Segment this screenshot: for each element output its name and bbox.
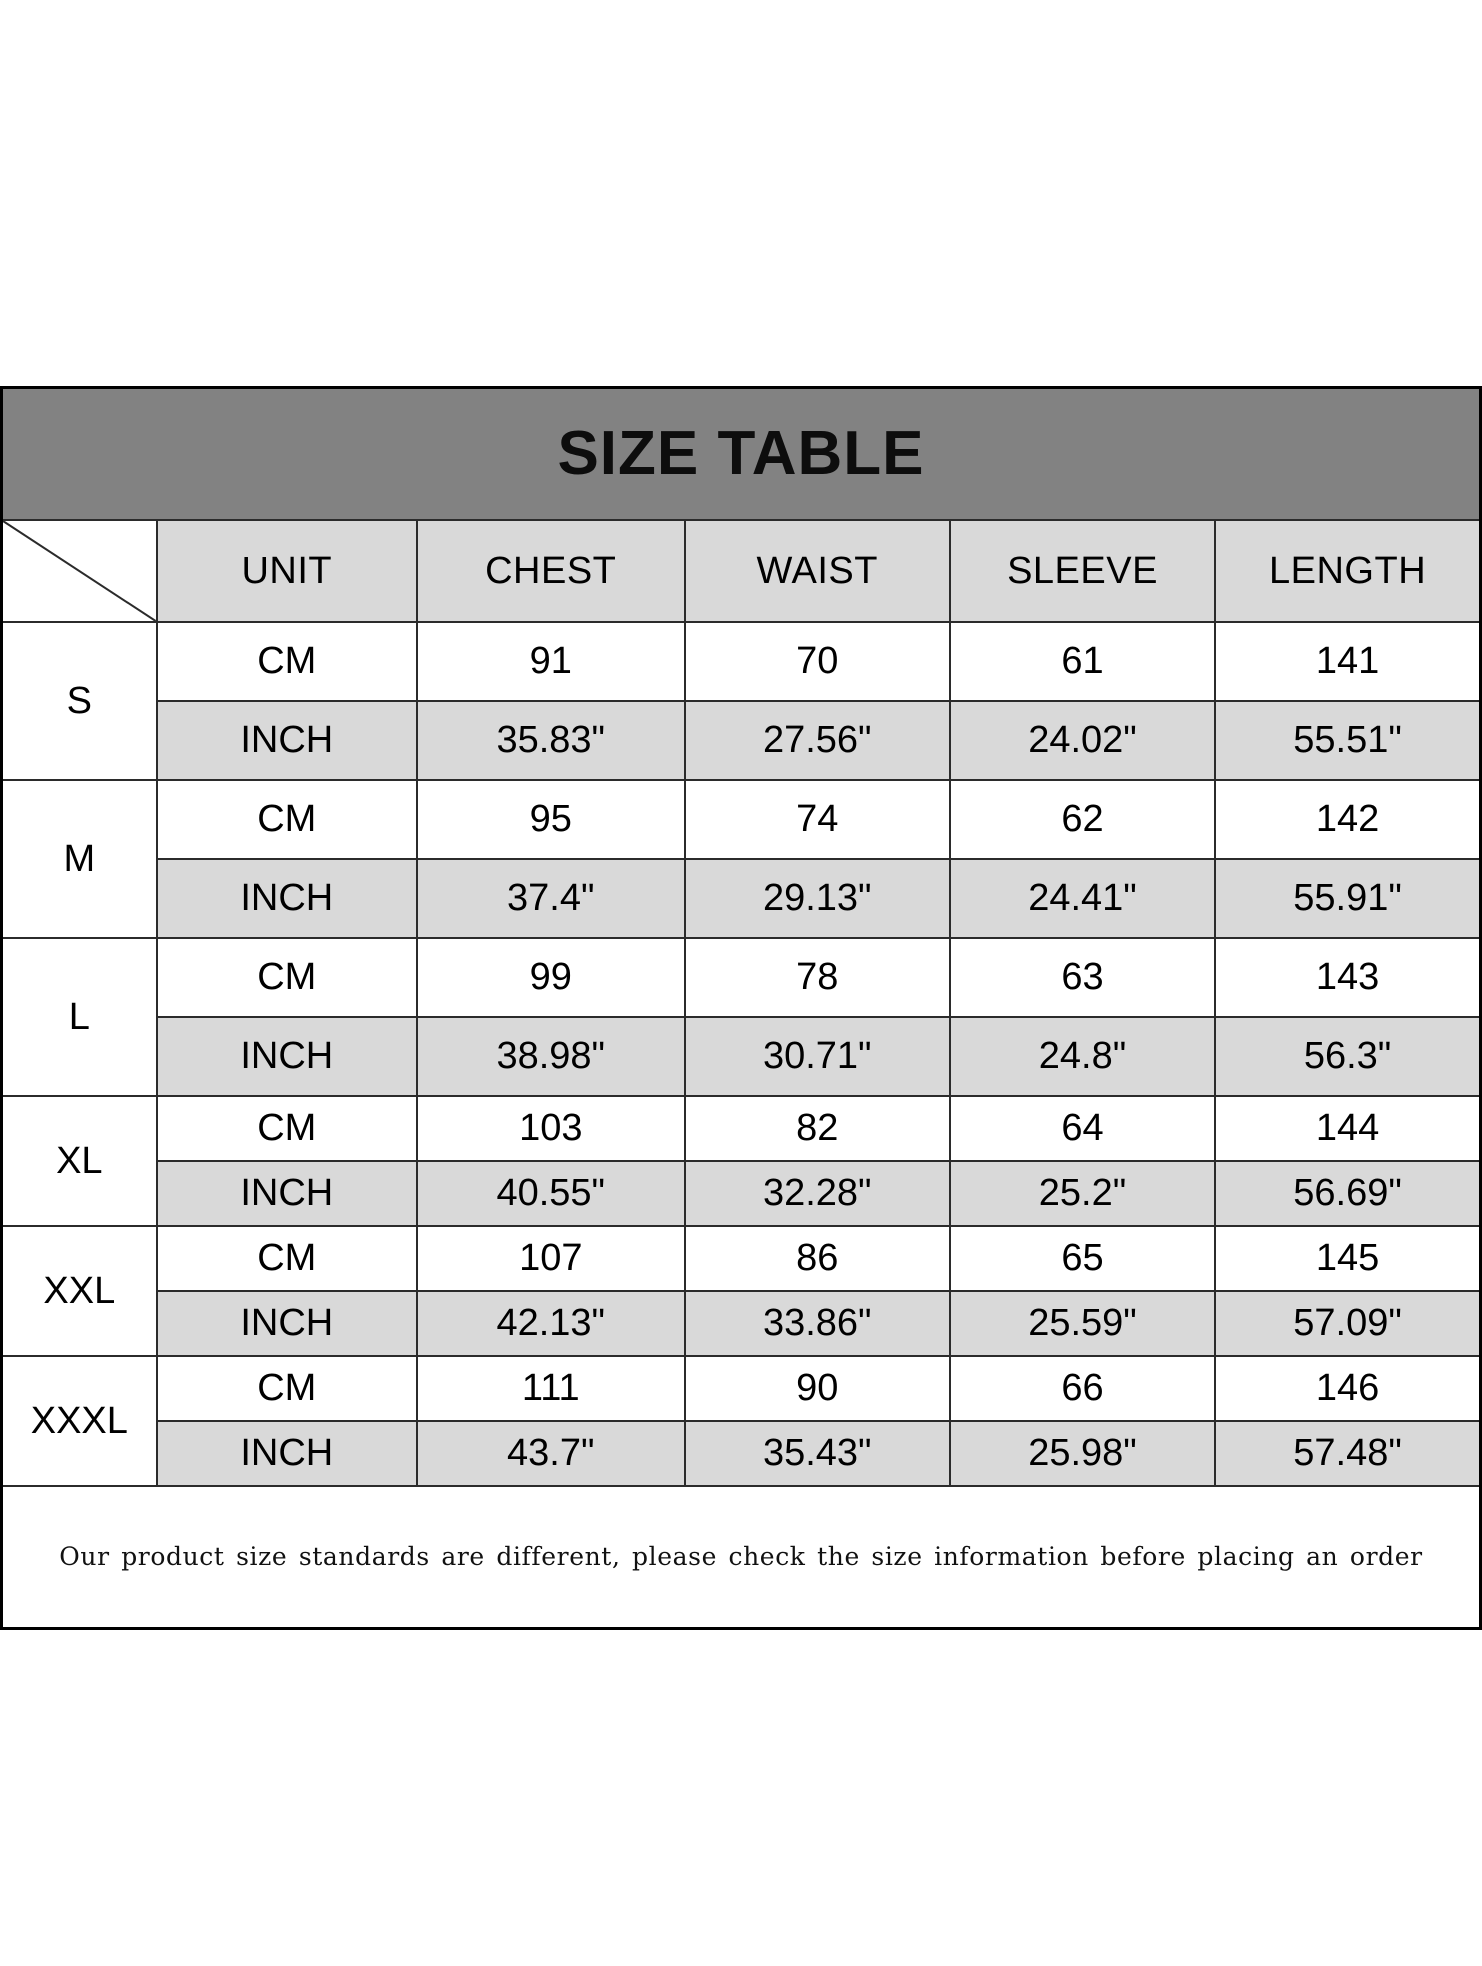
cell-sleeve: 63 <box>948 937 1217 1018</box>
cell-sleeve: 25.2" <box>948 1160 1217 1227</box>
cell-unit: INCH <box>155 1160 418 1227</box>
cell-sleeve: 61 <box>948 621 1217 702</box>
table-row: XXXL CM 111 90 66 146 <box>0 1355 1482 1487</box>
table-row: INCH 42.13" 33.86" 25.59" 57.09" <box>2 1290 1482 1357</box>
cell-length: 141 <box>1214 621 1482 702</box>
cell-chest: 95 <box>415 779 686 860</box>
cell-unit: INCH <box>155 858 418 939</box>
cell-sleeve: 25.59" <box>948 1290 1217 1357</box>
cell-unit: INCH <box>155 1290 418 1357</box>
cell-sleeve: 25.98" <box>948 1420 1217 1487</box>
cell-length: 143 <box>1214 937 1482 1018</box>
cell-sleeve: 65 <box>948 1225 1217 1292</box>
diagonal-slash-icon <box>3 521 156 621</box>
column-header-chest: CHEST <box>415 519 686 623</box>
size-label-xxl: XXL <box>0 1225 158 1357</box>
column-header-waist: WAIST <box>683 519 951 623</box>
table-row: INCH 43.7" 35.43" 25.98" 57.48" <box>2 1420 1482 1487</box>
table-row: INCH 38.98" 30.71" 24.8" 56.3" <box>2 1016 1482 1097</box>
cell-chest: 43.7" <box>415 1420 686 1487</box>
corner-diagonal-cell <box>0 519 158 623</box>
table-row: S CM 91 70 61 141 <box>0 621 1482 781</box>
table-row: XXL CM 107 86 65 145 <box>0 1225 1482 1357</box>
column-header-row: UNIT CHEST WAIST SLEEVE LENGTH <box>0 519 1482 623</box>
cell-length: 57.09" <box>1214 1290 1482 1357</box>
cell-chest: 42.13" <box>415 1290 686 1357</box>
cell-unit: INCH <box>155 700 418 781</box>
cell-length: 56.3" <box>1214 1016 1482 1097</box>
cell-waist: 74 <box>683 779 951 860</box>
cell-chest: 37.4" <box>415 858 686 939</box>
cell-sleeve: 24.41" <box>948 858 1217 939</box>
cell-length: 145 <box>1214 1225 1482 1292</box>
column-header-unit: UNIT <box>155 519 418 623</box>
size-label-m: M <box>0 779 158 939</box>
title-row: SIZE TABLE <box>0 386 1482 521</box>
cell-chest: 103 <box>415 1095 686 1162</box>
size-label-l: L <box>0 937 158 1097</box>
cell-unit: CM <box>155 937 418 1018</box>
cell-waist: 90 <box>683 1355 951 1422</box>
cell-sleeve: 64 <box>948 1095 1217 1162</box>
cell-unit: CM <box>155 1095 418 1162</box>
cell-length: 55.91" <box>1214 858 1482 939</box>
footnote-cell: Our product size standards are different… <box>0 1485 1482 1630</box>
table-row: INCH 37.4" 29.13" 24.41" 55.91" <box>2 858 1482 939</box>
column-header-length: LENGTH <box>1214 519 1482 623</box>
cell-chest: 38.98" <box>415 1016 686 1097</box>
size-label-xxxl: XXXL <box>0 1355 158 1487</box>
cell-length: 146 <box>1214 1355 1482 1422</box>
cell-waist: 33.86" <box>683 1290 951 1357</box>
cell-waist: 27.56" <box>683 700 951 781</box>
cell-waist: 70 <box>683 621 951 702</box>
cell-chest: 111 <box>415 1355 686 1422</box>
cell-length: 144 <box>1214 1095 1482 1162</box>
cell-chest: 99 <box>415 937 686 1018</box>
table-row: INCH 40.55" 32.28" 25.2" 56.69" <box>2 1160 1482 1227</box>
cell-length: 142 <box>1214 779 1482 860</box>
size-label-s: S <box>0 621 158 781</box>
cell-chest: 40.55" <box>415 1160 686 1227</box>
column-header-sleeve: SLEEVE <box>948 519 1217 623</box>
cell-length: 55.51" <box>1214 700 1482 781</box>
cell-length: 57.48" <box>1214 1420 1482 1487</box>
cell-unit: INCH <box>155 1420 418 1487</box>
footnote-row: Our product size standards are different… <box>0 1485 1482 1630</box>
cell-unit: CM <box>155 779 418 860</box>
cell-waist: 86 <box>683 1225 951 1292</box>
table-row: M CM 95 74 62 142 <box>0 779 1482 939</box>
cell-waist: 78 <box>683 937 951 1018</box>
cell-sleeve: 24.8" <box>948 1016 1217 1097</box>
cell-waist: 32.28" <box>683 1160 951 1227</box>
cell-chest: 35.83" <box>415 700 686 781</box>
size-table: SIZE TABLE UNIT CHEST WAIST SLEEVE LENGT… <box>0 386 1482 1630</box>
size-table-container: SIZE TABLE UNIT CHEST WAIST SLEEVE LENGT… <box>0 386 1482 1630</box>
table-row: XL CM 103 82 64 144 <box>0 1095 1482 1227</box>
cell-chest: 107 <box>415 1225 686 1292</box>
page-title: SIZE TABLE <box>557 419 925 488</box>
size-label-xl: XL <box>0 1095 158 1227</box>
cell-unit: CM <box>155 621 418 702</box>
cell-sleeve: 24.02" <box>948 700 1217 781</box>
cell-waist: 82 <box>683 1095 951 1162</box>
cell-sleeve: 66 <box>948 1355 1217 1422</box>
cell-length: 56.69" <box>1214 1160 1482 1227</box>
footnote-text: Our product size standards are different… <box>59 1542 1423 1571</box>
table-row: INCH 35.83" 27.56" 24.02" 55.51" <box>2 700 1482 781</box>
title-cell: SIZE TABLE <box>0 386 1482 521</box>
cell-unit: INCH <box>155 1016 418 1097</box>
cell-unit: CM <box>155 1225 418 1292</box>
cell-chest: 91 <box>415 621 686 702</box>
cell-waist: 30.71" <box>683 1016 951 1097</box>
cell-waist: 29.13" <box>683 858 951 939</box>
cell-sleeve: 62 <box>948 779 1217 860</box>
cell-waist: 35.43" <box>683 1420 951 1487</box>
table-row: L CM 99 78 63 143 <box>0 937 1482 1097</box>
cell-unit: CM <box>155 1355 418 1422</box>
